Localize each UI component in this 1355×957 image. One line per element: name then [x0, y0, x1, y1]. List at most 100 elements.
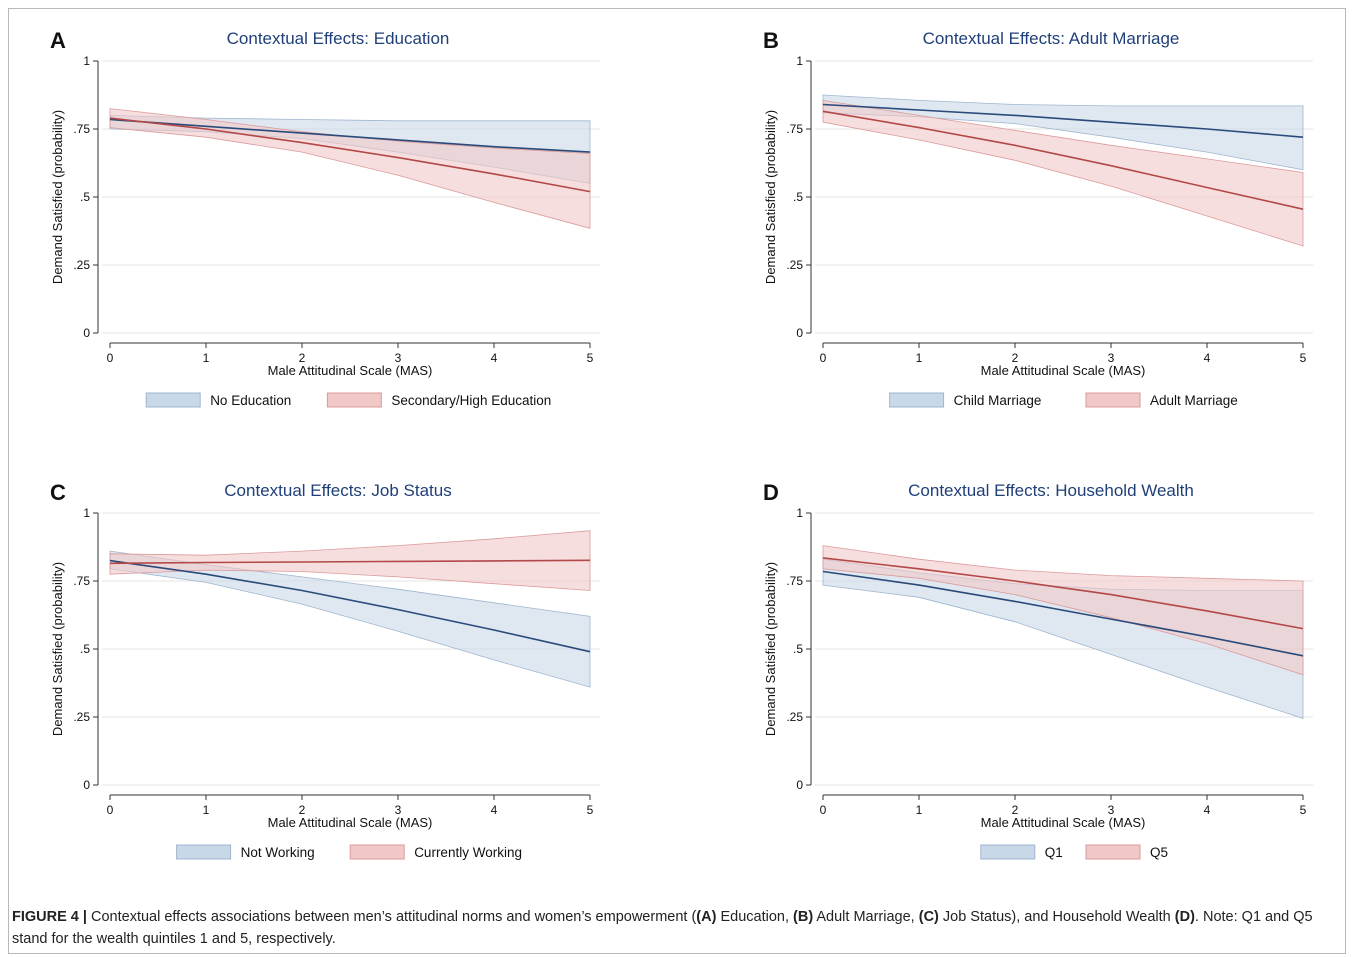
legend-swatch	[1085, 392, 1141, 408]
series-line-child-marriage	[822, 103, 1304, 138]
x-tick-label: 4	[491, 351, 498, 365]
y-tick-label: .5	[793, 190, 803, 204]
series-line-secondary-high-education	[109, 117, 591, 193]
legend-swatch	[980, 844, 1036, 860]
chart-panel-c: C Contextual Effects: Job Status 0 .25 .5 .75…	[50, 480, 600, 860]
caption-part: Adult Marriage,	[813, 909, 919, 925]
y-tick-label: .75	[786, 574, 803, 588]
x-tick-label: 5	[587, 803, 594, 817]
x-axis-label: Male Attitudinal Scale (MAS)	[981, 815, 1146, 830]
panel-letter: A	[50, 28, 66, 53]
y-axis-label: Demand Satisfied (probability)	[50, 110, 65, 284]
x-tick-label: 5	[1300, 803, 1307, 817]
y-tick-label: 1	[83, 54, 90, 68]
x-tick-label: 4	[491, 803, 498, 817]
ci-band-q5	[822, 545, 1304, 676]
chart-title: Contextual Effects: Household Wealth	[908, 481, 1194, 500]
x-tick-label: 0	[820, 351, 827, 365]
legend-label: Not Working	[241, 845, 315, 860]
confidence-bands	[109, 530, 591, 688]
legend-swatch	[889, 392, 945, 408]
y-axis-label: Demand Satisfied (probability)	[50, 562, 65, 736]
legend-label: Q1	[1045, 845, 1063, 860]
x-axis-label: Male Attitudinal Scale (MAS)	[268, 815, 433, 830]
caption-part: Job Status), and Household Wealth	[938, 909, 1175, 925]
x-tick-label: 0	[820, 803, 827, 817]
caption-part: (C)	[918, 909, 939, 925]
legend-label: Q5	[1150, 845, 1168, 860]
legend: Not Working Currently Working	[176, 844, 522, 860]
x-tick-label: 3	[1108, 351, 1115, 365]
y-axis-label: Demand Satisfied (probability)	[763, 562, 778, 736]
legend-swatch	[145, 392, 201, 408]
x-tick-label: 1	[916, 351, 923, 365]
series-line-adult-marriage	[822, 110, 1304, 210]
caption-part: Contextual effects associations between …	[86, 909, 697, 925]
caption-part: (D)	[1174, 909, 1195, 925]
panel-letter: D	[763, 480, 779, 505]
chart-title: Contextual Effects: Adult Marriage	[923, 29, 1180, 48]
y-tick-label: .5	[80, 642, 90, 656]
y-tick-label: .75	[73, 574, 90, 588]
legend-label: Child Marriage	[954, 393, 1042, 408]
y-tick-label: .5	[793, 642, 803, 656]
ci-band-not-working	[109, 550, 591, 688]
confidence-bands	[822, 545, 1304, 719]
x-tick-label: 1	[203, 351, 210, 365]
y-tick-label: 1	[83, 506, 90, 520]
series-line-no-education	[109, 118, 591, 153]
x-tick-label: 4	[1204, 351, 1211, 365]
y-tick-label: 0	[796, 778, 803, 792]
caption-part: . Note: Q1 and Q5 stand for the wealth q…	[12, 909, 1313, 947]
series-line-currently-working	[109, 559, 591, 565]
x-tick-label: 3	[1108, 803, 1115, 817]
x-tick-label: 2	[299, 351, 306, 365]
figure-frame	[8, 8, 1346, 954]
ci-band-currently-working	[109, 530, 591, 591]
y-tick-label: .25	[786, 710, 803, 724]
legend-label: No Education	[210, 393, 291, 408]
y-axis-label: Demand Satisfied (probability)	[763, 110, 778, 284]
y-tick-label: 1	[796, 506, 803, 520]
ci-band-secondary-high-education	[109, 108, 591, 229]
y-tick-label: 0	[83, 778, 90, 792]
x-axis-label: Male Attitudinal Scale (MAS)	[981, 363, 1146, 378]
chart-panel-b: B Contextual Effects: Adult Marriage 0 .25.…	[763, 28, 1313, 408]
legend: Child Marriage Adult Marriage	[889, 392, 1238, 408]
x-tick-label: 5	[1300, 351, 1307, 365]
y-tick-label: .25	[73, 258, 90, 272]
chart-panel-a: A Contextual Effects: Education 0 .25 .5 .75 1…	[50, 28, 600, 408]
y-tick-label: .5	[80, 190, 90, 204]
y-tick-label: .75	[73, 122, 90, 136]
x-tick-label: 4	[1204, 803, 1211, 817]
legend-label: Adult Marriage	[1150, 393, 1238, 408]
legend-label: Currently Working	[414, 845, 522, 860]
legend: Q1 Q5	[980, 844, 1168, 860]
legend: No Education Secondary/High Education	[145, 392, 551, 408]
caption-part: Education,	[716, 909, 794, 925]
x-tick-label: 1	[916, 803, 923, 817]
caption-label: FIGURE 4 |	[12, 909, 87, 925]
panel-letter: B	[763, 28, 779, 53]
confidence-bands	[822, 94, 1304, 247]
y-tick-label: 0	[796, 326, 803, 340]
ci-band-adult-marriage	[822, 99, 1304, 247]
x-tick-label: 2	[1012, 803, 1019, 817]
series-line-not-working	[109, 559, 591, 653]
legend-swatch	[1085, 844, 1141, 860]
x-tick-label: 1	[203, 803, 210, 817]
chart-panel-d: D Contextual Effects: Household Wealth 0 .2…	[763, 480, 1313, 860]
legend-swatch	[349, 844, 405, 860]
series-line-q5	[822, 557, 1304, 630]
chart-title: Contextual Effects: Job Status	[224, 481, 451, 500]
figure-caption: FIGURE 4 | Contextual effects associatio…	[12, 906, 1342, 950]
x-tick-label: 3	[395, 803, 402, 817]
x-tick-label: 0	[107, 351, 114, 365]
x-tick-label: 0	[107, 803, 114, 817]
caption-part: (A)	[696, 909, 717, 925]
chart-title: Contextual Effects: Education	[227, 29, 450, 48]
y-tick-label: 0	[83, 326, 90, 340]
x-axis-label: Male Attitudinal Scale (MAS)	[268, 363, 433, 378]
x-tick-label: 5	[587, 351, 594, 365]
